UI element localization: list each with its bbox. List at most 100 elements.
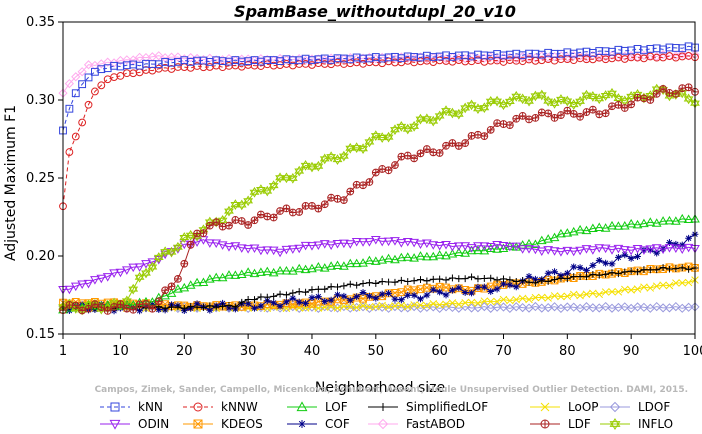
data-point	[204, 239, 215, 248]
data-point	[410, 301, 418, 309]
data-point	[563, 106, 572, 115]
data-point	[237, 217, 246, 225]
data-point	[224, 270, 234, 279]
data-point	[525, 295, 533, 304]
data-point	[595, 271, 603, 279]
x-tick-label: 30	[240, 344, 257, 359]
legend-label: LDOF	[638, 400, 670, 414]
data-point	[540, 419, 550, 429]
data-point	[422, 251, 432, 261]
data-point	[385, 289, 392, 297]
data-point	[487, 288, 495, 295]
data-point	[587, 91, 598, 102]
data-point	[536, 247, 547, 257]
data-point	[556, 248, 566, 257]
data-point	[396, 239, 407, 248]
data-point	[116, 71, 125, 80]
data-point	[639, 218, 649, 228]
data-point	[480, 297, 489, 305]
data-point	[283, 298, 290, 306]
data-point	[683, 214, 694, 224]
data-point	[193, 402, 203, 412]
data-point	[659, 281, 667, 289]
data-point	[161, 304, 169, 312]
data-point	[205, 221, 214, 230]
data-point	[461, 275, 469, 283]
data-point	[485, 243, 496, 253]
data-point	[129, 305, 138, 314]
data-point	[646, 284, 655, 292]
data-point	[218, 222, 227, 231]
data-point	[282, 204, 291, 213]
data-point	[173, 284, 183, 293]
data-point	[422, 145, 431, 153]
data-point	[244, 221, 253, 229]
data-point	[346, 296, 354, 304]
data-point	[415, 113, 426, 125]
data-point	[587, 223, 598, 232]
legend-label: kNNW	[221, 400, 258, 414]
data-point	[276, 302, 284, 310]
data-point	[262, 266, 273, 276]
data-point	[249, 186, 260, 198]
data-point	[372, 294, 380, 302]
data-point	[334, 283, 341, 291]
data-point	[366, 292, 373, 300]
data-point	[671, 301, 681, 312]
data-point	[549, 247, 560, 256]
data-point	[640, 283, 648, 291]
data-point	[307, 263, 317, 273]
data-point	[474, 283, 482, 291]
data-point	[314, 293, 322, 301]
data-point	[78, 80, 87, 89]
data-point	[429, 286, 437, 294]
data-point	[390, 254, 400, 264]
data-point	[632, 245, 643, 254]
legend-label: KDEOS	[221, 417, 263, 431]
data-point	[608, 288, 616, 296]
data-point	[364, 238, 375, 247]
data-point	[212, 303, 220, 311]
data-point	[173, 241, 183, 253]
data-point	[447, 249, 458, 258]
data-point	[383, 253, 394, 263]
data-point	[319, 263, 330, 272]
legend-item-kdeos: KDEOS	[183, 417, 263, 431]
data-point	[639, 246, 649, 255]
data-point	[544, 278, 552, 285]
data-point	[275, 265, 285, 275]
data-point	[633, 93, 642, 102]
data-point	[493, 276, 501, 284]
data-point	[532, 275, 539, 283]
data-point	[308, 286, 316, 294]
data-point	[141, 267, 151, 279]
data-point	[391, 289, 399, 297]
data-point	[651, 244, 662, 253]
data-point	[594, 244, 605, 253]
data-point	[173, 52, 183, 62]
data-point	[206, 306, 214, 314]
data-point	[531, 114, 540, 122]
data-point	[466, 245, 477, 255]
data-point	[289, 289, 297, 297]
data-point	[665, 281, 674, 290]
data-point	[453, 108, 464, 120]
data-point	[295, 288, 303, 295]
data-point	[569, 302, 579, 312]
data-point	[500, 280, 507, 288]
data-point	[257, 293, 265, 301]
data-point	[601, 288, 610, 296]
data-point	[256, 210, 265, 219]
data-point	[281, 172, 292, 184]
data-point	[204, 274, 215, 283]
data-point	[557, 274, 565, 282]
data-point	[568, 226, 579, 236]
data-point	[524, 238, 534, 248]
data-point	[391, 161, 399, 169]
data-point	[607, 87, 617, 99]
data-point	[294, 263, 305, 273]
data-point	[677, 213, 688, 223]
data-point	[219, 302, 226, 310]
data-point	[345, 240, 356, 249]
data-point	[562, 302, 572, 312]
